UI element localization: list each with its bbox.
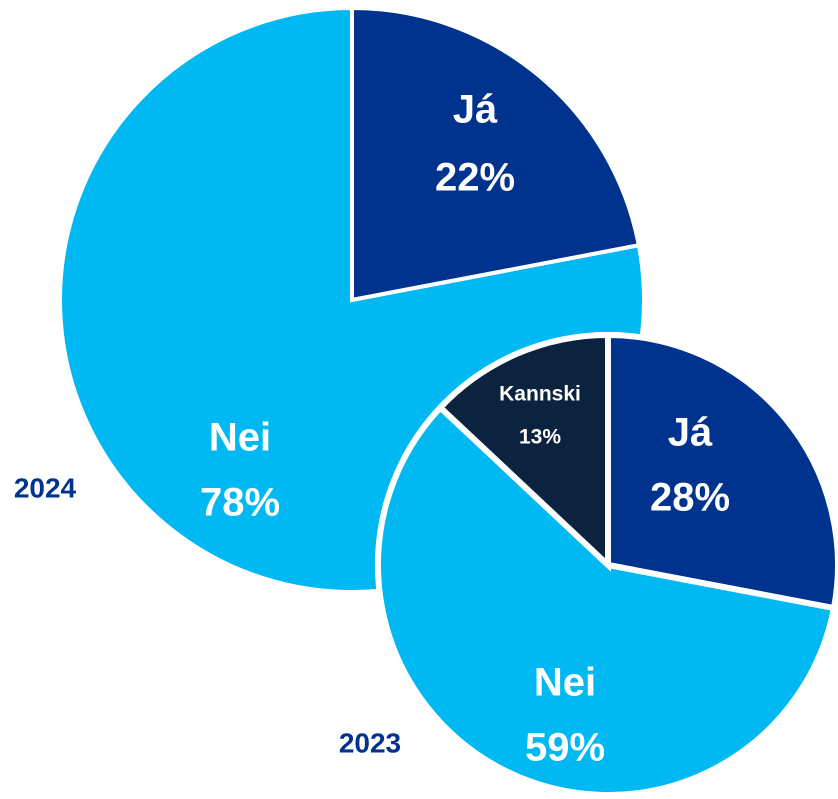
pie-slice bbox=[605, 331, 838, 612]
slice-label: Nei bbox=[209, 416, 271, 460]
slice-value-label: 78% bbox=[200, 481, 280, 525]
slice-label: Kannski bbox=[499, 383, 581, 406]
slice-label: Já bbox=[453, 88, 498, 132]
pie-slice bbox=[350, 5, 642, 303]
slice-value-label: 13% bbox=[519, 426, 561, 449]
slice-value-label: 22% bbox=[435, 156, 515, 200]
pie-slice bbox=[375, 403, 838, 798]
slice-value-label: 28% bbox=[650, 476, 730, 520]
slice-label: Já bbox=[668, 411, 713, 455]
slice-value-label: 59% bbox=[525, 726, 605, 770]
chart-title: 2023 bbox=[339, 727, 401, 758]
pie-slice bbox=[436, 331, 611, 572]
chart-title: 2024 bbox=[14, 472, 77, 503]
slice-label: Nei bbox=[534, 661, 596, 705]
